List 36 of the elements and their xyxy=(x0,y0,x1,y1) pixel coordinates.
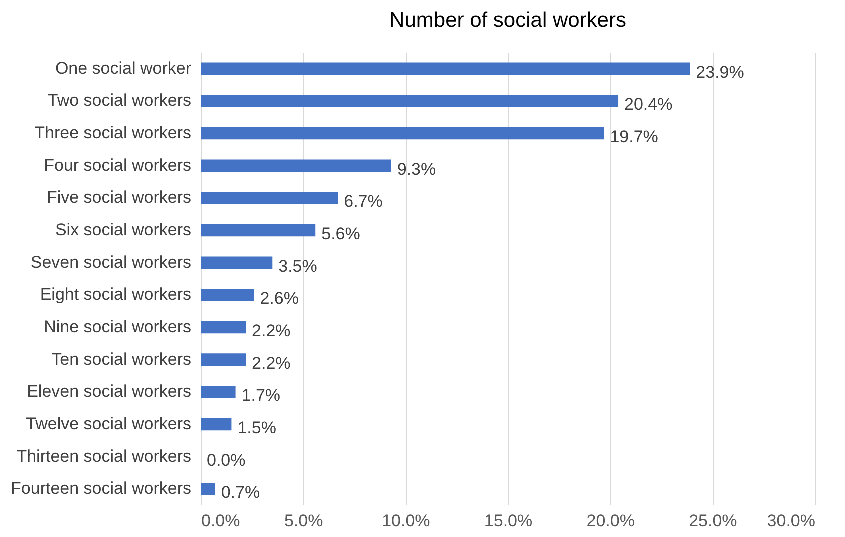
x-tick-label: 10.0% xyxy=(382,512,430,530)
x-tick-label: 25.0% xyxy=(689,512,738,530)
y-tick-label: Eight social workers xyxy=(40,285,192,304)
y-tick-label: Six social workers xyxy=(55,220,192,240)
y-tick-label: Seven social workers xyxy=(30,252,192,272)
x-tick-label: 5.0% xyxy=(284,512,324,530)
data-label: 0.7% xyxy=(221,483,260,502)
data-label: 5.6% xyxy=(322,224,360,244)
y-tick-label: Thirteen social workers xyxy=(16,446,192,466)
data-label: 2.2% xyxy=(252,322,291,340)
x-tick-label: 30.0% xyxy=(767,512,816,530)
data-label: 20.4% xyxy=(624,95,673,114)
y-tick-label: Three social workers xyxy=(34,124,192,143)
y-tick-label: Ten social workers xyxy=(52,350,192,369)
y-tick-label: Four social workers xyxy=(44,156,192,175)
y-tick-label: Five social workers xyxy=(46,188,192,208)
data-label: 19.7% xyxy=(610,128,658,147)
data-label: 23.9% xyxy=(696,62,744,82)
data-label: 9.3% xyxy=(397,160,436,179)
y-tick-label: Two social workers xyxy=(48,91,192,110)
y-tick-label: Twelve social workers xyxy=(26,414,192,434)
x-tick-label: 0.0% xyxy=(202,512,240,530)
y-tick-label: Nine social workers xyxy=(44,318,192,336)
chart-title: Number of social workers xyxy=(390,9,626,32)
x-tick-label: 20.0% xyxy=(586,512,635,530)
data-label: 1.5% xyxy=(238,418,276,438)
x-tick-label: 15.0% xyxy=(484,512,533,530)
y-tick-label: One social worker xyxy=(55,58,192,78)
y-tick-label: Eleven social workers xyxy=(27,382,192,402)
y-tick-label: Fourteen social workers xyxy=(11,479,192,498)
data-label: 1.7% xyxy=(242,386,281,406)
data-label: 2.2% xyxy=(252,354,291,373)
data-label: 0.0% xyxy=(207,450,246,470)
data-label: 2.6% xyxy=(260,289,299,308)
data-label: 3.5% xyxy=(278,256,318,276)
data-label: 6.7% xyxy=(344,192,383,212)
